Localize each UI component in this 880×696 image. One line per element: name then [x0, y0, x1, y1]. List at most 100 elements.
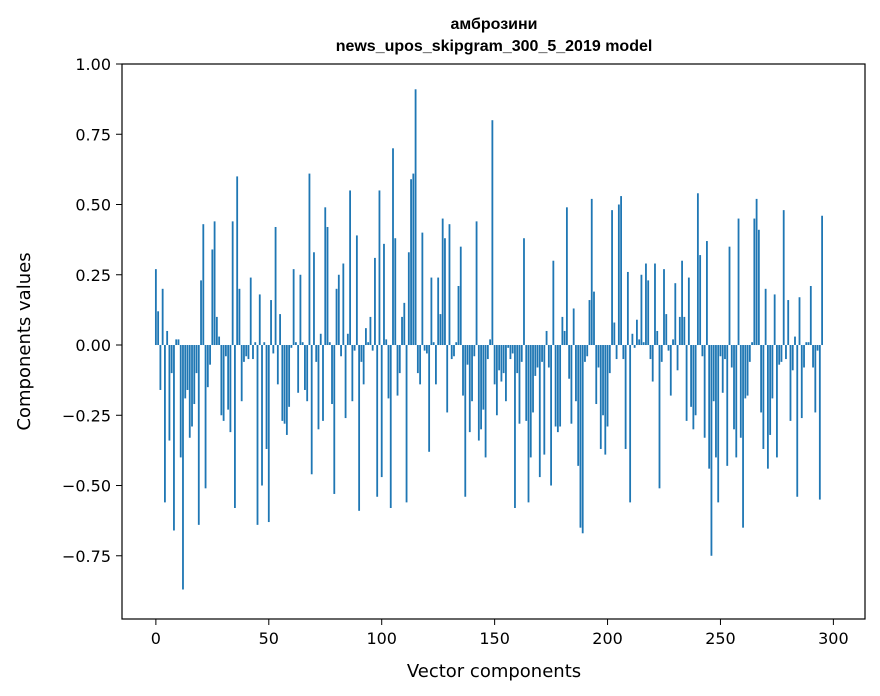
x-tick-label: 0 — [151, 629, 161, 648]
bar-component-55 — [279, 314, 281, 346]
bar-component-248 — [715, 345, 717, 458]
y-axis: 1.00 0.75 0.50 0.25 0.00 −0.25 −0.50 −0.75 — [62, 55, 122, 566]
bar-component-215 — [640, 274, 643, 346]
bar-component-132 — [453, 345, 455, 357]
bar-component-220 — [651, 345, 654, 382]
bar-component-23 — [206, 345, 209, 388]
bar-component-273 — [771, 345, 774, 399]
bar-component-60 — [290, 345, 293, 348]
bar-component-185 — [572, 308, 575, 346]
bar-component-240 — [696, 193, 699, 346]
bar-component-250 — [719, 345, 722, 357]
bar-component-85 — [346, 333, 349, 346]
bar-component-195 — [595, 345, 598, 405]
bar-component-35 — [234, 345, 236, 508]
bar-component-294 — [818, 345, 821, 500]
bar-component-150 — [493, 345, 496, 385]
bar-component-36 — [236, 176, 239, 346]
bar-component-246 — [710, 345, 713, 556]
bar-component-62 — [294, 342, 297, 346]
bar-component-232 — [678, 316, 681, 346]
bar-component-182 — [565, 207, 568, 346]
bar-component-269 — [762, 345, 765, 449]
bar-component-217 — [645, 263, 647, 346]
bar-component-138 — [466, 345, 469, 365]
x-tick-label: 100 — [366, 629, 397, 648]
bar-component-242 — [701, 345, 704, 357]
bar-component-110 — [403, 302, 406, 346]
bar-component-270 — [764, 288, 767, 346]
bar-component-147 — [486, 345, 489, 360]
bar-component-261 — [744, 345, 747, 399]
bar-component-58 — [285, 345, 288, 435]
bar-component-42 — [249, 277, 252, 346]
bar-component-225 — [663, 269, 665, 346]
bar-component-81 — [337, 274, 340, 346]
bar-component-80 — [335, 288, 338, 346]
bar-component-2 — [159, 345, 162, 390]
bar-component-25 — [211, 249, 214, 346]
bar-component-14 — [186, 345, 189, 390]
bar-component-268 — [760, 345, 763, 413]
bar-component-263 — [748, 345, 751, 362]
x-tick-label: 300 — [818, 629, 849, 648]
x-tick-label: 250 — [705, 629, 736, 648]
bar-component-38 — [240, 345, 243, 402]
bar-component-266 — [755, 198, 758, 346]
bar-component-40 — [245, 345, 248, 357]
bar-component-272 — [769, 345, 772, 435]
bar-component-238 — [692, 345, 695, 430]
bar-component-171 — [541, 345, 543, 362]
bar-component-30 — [222, 345, 225, 421]
bar-component-129 — [446, 345, 449, 413]
bar-component-99 — [378, 190, 381, 346]
bar-component-179 — [559, 345, 562, 427]
bar-component-97 — [374, 257, 376, 346]
x-axis-label: Vector components — [407, 661, 581, 682]
bar-component-91 — [360, 345, 363, 362]
bar-component-206 — [620, 196, 622, 346]
bar-component-72 — [317, 345, 320, 430]
bar-component-46 — [258, 294, 261, 346]
bar-component-98 — [376, 345, 379, 497]
bar-component-288 — [805, 342, 808, 346]
bar-component-24 — [209, 345, 211, 365]
bar-component-287 — [803, 345, 805, 368]
bar-component-122 — [430, 277, 433, 346]
bar-component-159 — [514, 345, 516, 508]
bar-component-291 — [812, 345, 814, 368]
y-axis-label: Components values — [14, 252, 35, 430]
bar-component-117 — [419, 345, 422, 385]
bar-component-189 — [581, 345, 584, 534]
bar-component-108 — [398, 345, 401, 374]
bar-component-293 — [816, 345, 819, 351]
bar-component-174 — [547, 345, 550, 368]
bar-component-118 — [421, 232, 424, 346]
bar-component-10 — [177, 339, 180, 346]
bar-component-274 — [773, 294, 776, 346]
bar-component-137 — [464, 345, 467, 497]
bar-component-7 — [170, 345, 173, 374]
bar-component-103 — [387, 345, 390, 399]
bar-component-152 — [498, 345, 501, 371]
bar-component-233 — [681, 260, 683, 346]
y-tick-label: −0.25 — [62, 406, 111, 425]
bar-component-194 — [593, 291, 595, 346]
bar-component-102 — [385, 339, 388, 346]
bar-component-27 — [215, 316, 218, 346]
bar-component-170 — [538, 345, 541, 478]
bar-component-230 — [674, 283, 677, 346]
bar-component-275 — [776, 345, 778, 458]
bar-component-41 — [247, 345, 250, 360]
bar-component-227 — [667, 345, 670, 351]
y-tick-label: 0.50 — [75, 196, 111, 215]
bar-component-183 — [568, 345, 571, 379]
x-tick-label: 150 — [479, 629, 510, 648]
bar-component-145 — [482, 345, 485, 410]
bar-component-95 — [369, 316, 372, 346]
bar-component-231 — [676, 345, 679, 371]
bar-component-210 — [629, 345, 632, 503]
bar-component-22 — [204, 345, 207, 489]
bar-component-188 — [579, 345, 582, 528]
bar-component-67 — [306, 345, 309, 402]
